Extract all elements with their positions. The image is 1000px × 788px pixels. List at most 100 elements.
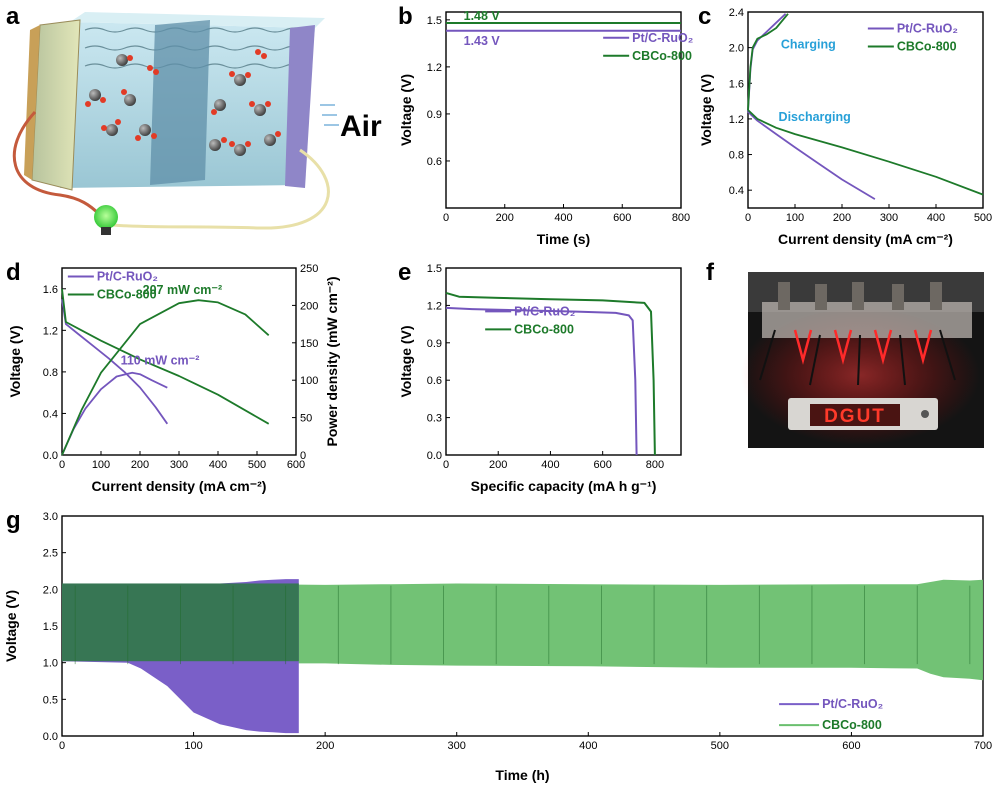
chart-e: 0 200 400 600 800 0.0 0.3 0.6 0.9 1.2 1.5 Specific … [398, 263, 682, 494]
y-tick-label: 0.9 [427, 109, 442, 121]
x-axis-title: Current density (mA cm⁻²) [778, 231, 953, 247]
chart-b: 0 200 400 600 800 0.6 0.9 1.2 1.5 Time (s) Voltage… [398, 9, 693, 247]
x-tick-label: 200 [833, 212, 851, 224]
plot-frame [445, 267, 682, 456]
y-tick-label: 0.0 [427, 450, 442, 462]
y-tick-label: 2.0 [43, 584, 58, 596]
separator [150, 20, 210, 185]
annotation-label: 207 mW cm⁻² [143, 283, 223, 297]
board-button [921, 410, 929, 418]
bulb-base [101, 227, 111, 235]
legend-label: CBCo-800 [632, 49, 692, 63]
panel-label-c: c [698, 3, 711, 30]
black-wires [759, 329, 956, 386]
panel-d: d 0 100 200 300 400 500 6000.00.40.81.21.6Curr… [6, 259, 340, 494]
panel-f: f DGUT [706, 259, 984, 448]
y-tick-label: 1.5 [427, 263, 442, 275]
y-tick-label: 2.4 [729, 7, 744, 19]
cathode-wire [111, 148, 330, 230]
clamps [778, 282, 942, 310]
legend-label: CBCo-800 [97, 287, 157, 301]
panel-label-f: f [706, 259, 715, 286]
y-tick-label: 2.5 [43, 548, 58, 560]
x-tick-label: 600 [613, 212, 631, 224]
chart-d: 0 100 200 300 400 500 6000.00.40.81.21.6Curren… [7, 263, 340, 494]
y-tick-label: 0.5 [43, 694, 58, 706]
y-tick-label: 0.4 [43, 408, 58, 420]
x-axis-title: Current density (mA cm⁻²) [92, 478, 267, 494]
air-arrows [320, 104, 339, 126]
annotation-label: Discharging [779, 110, 851, 124]
panel-b: b 0 200 400 600 800 0.6 0.9 1.2 1.5 Time (s) Volta… [398, 3, 693, 247]
x-tick-label: 200 [496, 212, 514, 224]
y-tick-label: 0.8 [729, 150, 744, 162]
y-axis-title: Voltage (V) [698, 74, 714, 146]
x-tick-label: 500 [974, 212, 992, 224]
x-tick-label: 500 [711, 740, 729, 752]
y-tick-label: 1.2 [427, 300, 442, 312]
y-axis-title: Voltage (V) [398, 325, 414, 397]
y-tick-label: 1.2 [729, 114, 744, 126]
panel-e: e 0 200 400 600 800 0.0 0.3 0.6 0.9 1.2 1.5 Specifi… [398, 259, 682, 494]
panel-label-g: g [6, 507, 21, 534]
y2-tick-label: 50 [300, 413, 312, 425]
x-tick-label: 0 [59, 740, 65, 752]
y2-tick-label: 0 [300, 450, 306, 462]
y-axis-title: Voltage (V) [3, 590, 19, 662]
x-tick-label: 0 [745, 212, 751, 224]
x-tick-label: 400 [927, 212, 945, 224]
y-tick-label: 2.0 [729, 43, 744, 55]
discharge-curve [747, 109, 984, 196]
charge-curve [747, 13, 787, 112]
panel-label-a: a [6, 3, 20, 30]
legend-label: CBCo-800 [514, 322, 574, 336]
polarization-curve [61, 288, 270, 425]
y-tick-label: 1.5 [427, 15, 442, 27]
panel-g: g 0 100 200 300 400 500 600 700 0.0 0.5 1.0 1.5 2.0 2… [3, 507, 992, 783]
x-tick-label: 100 [184, 740, 202, 752]
led-display [810, 404, 900, 426]
zinc-anode-plate [31, 19, 81, 191]
y-tick-label: 0.0 [43, 731, 58, 743]
legend-label: CBCo-800 [897, 39, 957, 53]
light-bulb-icon [94, 205, 118, 229]
annotation-label: 110 mW cm⁻² [121, 354, 200, 368]
x-tick-label: 200 [131, 459, 149, 471]
y-tick-label: 0.8 [43, 367, 58, 379]
annotation-label: Charging [781, 38, 836, 52]
y-tick-label: 3.0 [43, 511, 58, 523]
annotation-label: 1.48 V [464, 9, 501, 23]
air-cathode-plate [285, 25, 315, 188]
charge-curve [747, 13, 789, 111]
discharge-capacity-curve [445, 291, 656, 456]
discharge-curve [747, 111, 876, 200]
x-tick-label: 0 [443, 459, 449, 471]
discharge-capacity-curve [445, 306, 638, 456]
y-tick-label: 0.6 [427, 156, 442, 168]
x-axis-title: Specific capacity (mA h g⁻¹) [471, 478, 657, 494]
x-tick-label: 800 [672, 212, 690, 224]
anode-wire [12, 110, 102, 217]
x-tick-label: 300 [170, 459, 188, 471]
x-tick-label: 300 [880, 212, 898, 224]
molecules [85, 49, 281, 156]
x-tick-label: 300 [448, 740, 466, 752]
x-tick-label: 800 [646, 459, 664, 471]
box-top [70, 12, 325, 28]
y-tick-label: 0.9 [427, 338, 442, 350]
y-axis-title: Voltage (V) [7, 325, 23, 397]
y2-tick-label: 150 [300, 338, 318, 350]
y-tick-label: 0.4 [729, 185, 744, 197]
x-tick-label: 600 [842, 740, 860, 752]
y-tick-label: 1.0 [43, 658, 58, 670]
chart-c: 0 100 200 300 400 500 0.4 0.8 1.2 1.6 2.0 2.4 Curren… [698, 7, 992, 247]
y2-tick-label: 250 [300, 263, 318, 275]
x-tick-label: 0 [443, 212, 449, 224]
x-tick-label: 200 [489, 459, 507, 471]
y-tick-label: 0.6 [427, 375, 442, 387]
red-leds [793, 329, 933, 365]
legend-label: Pt/C-RuO₂ [632, 31, 693, 45]
led-display-text: DGUT [824, 406, 886, 427]
x-tick-label: 400 [579, 740, 597, 752]
panel-c: c 0 100 200 300 400 500 0.4 0.8 1.2 1.6 2.0 2.4 Curr… [698, 3, 992, 247]
